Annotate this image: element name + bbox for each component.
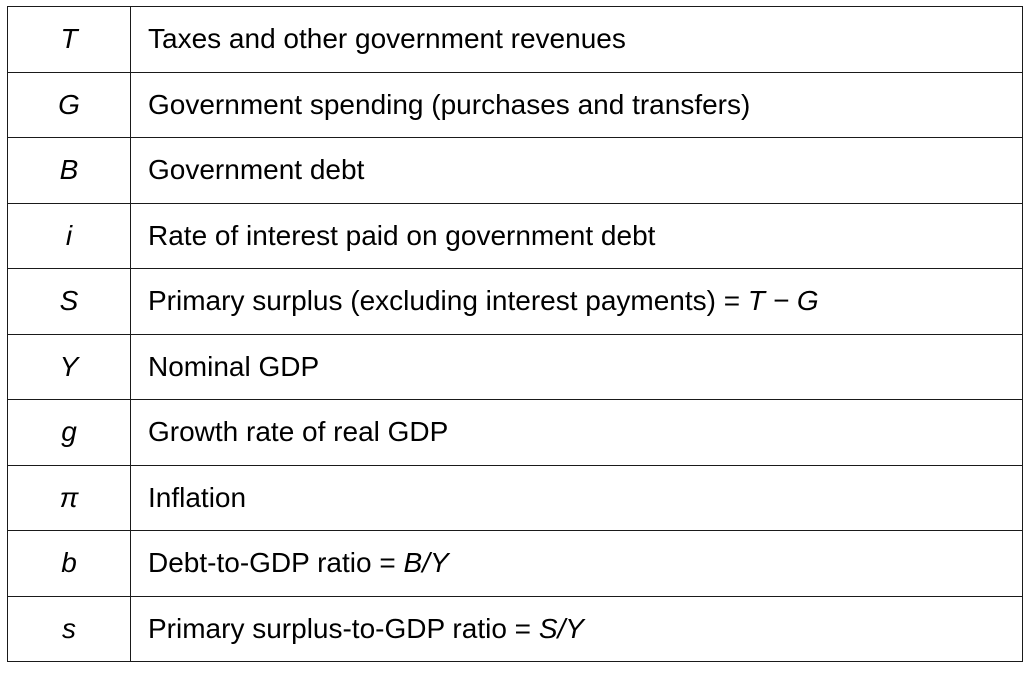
description-cell: Government debt	[130, 137, 1023, 204]
description-cell: Primary surplus-to-GDP ratio = S/Y	[130, 595, 1023, 662]
symbol-cell: Y	[7, 333, 131, 400]
table-row: G Government spending (purchases and tra…	[7, 71, 1023, 138]
equals-sign: =	[371, 547, 404, 579]
symbol-cell: G	[7, 71, 131, 138]
description-cell: Nominal GDP	[130, 333, 1023, 400]
definitions-table: T Taxes and other government revenues G …	[7, 6, 1023, 662]
description-text: Inflation	[148, 481, 247, 513]
description-cell: Inflation	[130, 464, 1023, 531]
description-cell: Growth rate of real GDP	[130, 399, 1023, 466]
symbol-cell: B	[7, 137, 131, 204]
description-text: Growth rate of real GDP	[148, 416, 449, 448]
description-cell: Primary surplus (excluding interest paym…	[130, 268, 1023, 335]
description-cell: Debt-to-GDP ratio = B/Y	[130, 530, 1023, 597]
table-row: T Taxes and other government revenues	[7, 6, 1023, 73]
table-row: S Primary surplus (excluding interest pa…	[7, 268, 1023, 335]
symbol-cell: s	[7, 595, 131, 662]
description-text: Government debt	[148, 154, 365, 186]
symbol-cell: i	[7, 202, 131, 269]
symbol-cell: b	[7, 530, 131, 597]
equals-sign: =	[506, 612, 539, 644]
description-text: Taxes and other government revenues	[148, 23, 626, 55]
description-text: Government spending (purchases and trans…	[148, 88, 751, 120]
table-row: g Growth rate of real GDP	[7, 399, 1023, 466]
table-row: s Primary surplus-to-GDP ratio = S/Y	[7, 595, 1023, 662]
table-row: b Debt-to-GDP ratio = B/Y	[7, 530, 1023, 597]
symbol-cell: T	[7, 6, 131, 73]
description-text: Primary surplus (excluding interest paym…	[148, 285, 716, 317]
description-text: Nominal GDP	[148, 350, 320, 382]
symbol-cell: π	[7, 464, 131, 531]
equals-sign: =	[715, 285, 748, 317]
description-cell: Rate of interest paid on government debt	[130, 202, 1023, 269]
table-row: B Government debt	[7, 137, 1023, 204]
description-text: Rate of interest paid on government debt	[148, 219, 656, 251]
table-row: i Rate of interest paid on government de…	[7, 202, 1023, 269]
table-row: Y Nominal GDP	[7, 333, 1023, 400]
formula: B/Y	[403, 547, 449, 579]
description-text: Primary surplus-to-GDP ratio	[148, 612, 507, 644]
symbol-cell: S	[7, 268, 131, 335]
symbol-cell: g	[7, 399, 131, 466]
description-cell: Government spending (purchases and trans…	[130, 71, 1023, 138]
description-text: Debt-to-GDP ratio	[148, 547, 372, 579]
table-row: π Inflation	[7, 464, 1023, 531]
formula: S/Y	[538, 612, 584, 644]
formula: T − G	[747, 285, 819, 317]
description-cell: Taxes and other government revenues	[130, 6, 1023, 73]
